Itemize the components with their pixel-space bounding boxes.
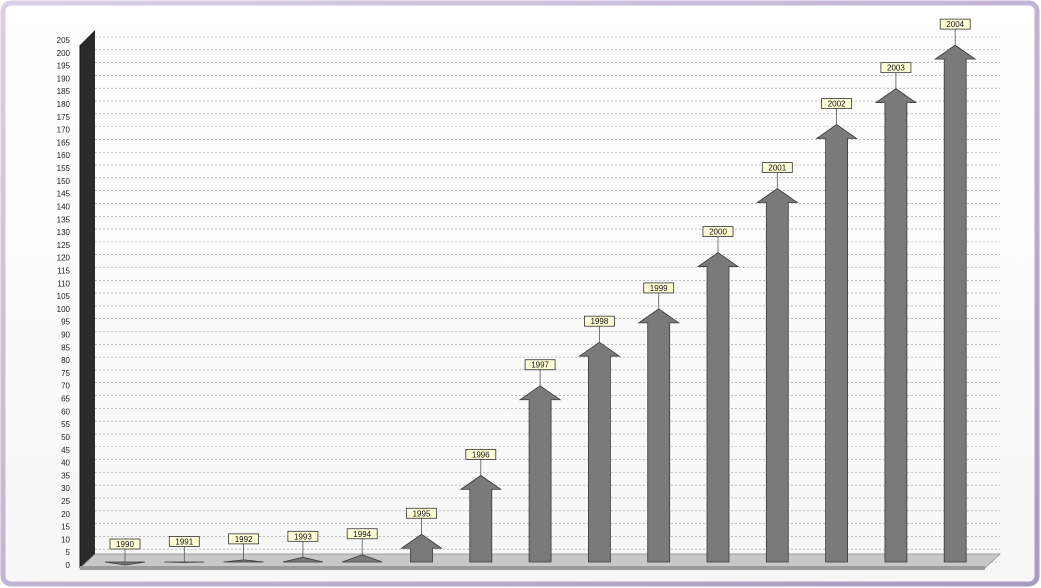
data-label-2000: 2000 bbox=[709, 228, 727, 237]
y-tick-label: 5 bbox=[66, 548, 71, 557]
y-tick-label: 205 bbox=[57, 36, 71, 45]
data-label-box bbox=[406, 507, 437, 519]
y-tick-label: 175 bbox=[57, 113, 71, 122]
y-tick-label: 65 bbox=[61, 395, 70, 404]
data-label-box bbox=[643, 282, 675, 294]
y-tick-label: 20 bbox=[61, 510, 70, 519]
y-tick-label: 115 bbox=[57, 266, 70, 275]
bars bbox=[104, 44, 977, 566]
data-label-1995: 1995 bbox=[413, 509, 431, 518]
bar-2002 bbox=[815, 124, 858, 563]
data-label-2002: 2002 bbox=[828, 100, 846, 109]
bar-1994 bbox=[342, 554, 383, 563]
axis-wall bbox=[80, 30, 95, 568]
y-tick-label: 60 bbox=[61, 407, 70, 416]
data-label-box bbox=[761, 162, 793, 173]
y-tick-label: 180 bbox=[57, 100, 71, 109]
bar-1996 bbox=[459, 474, 503, 563]
data-label-1998: 1998 bbox=[591, 317, 609, 326]
y-tick-label: 200 bbox=[57, 49, 71, 58]
y-tick-label: 10 bbox=[61, 535, 70, 544]
data-label-2004: 2004 bbox=[946, 20, 964, 29]
y-tick-label: 85 bbox=[61, 343, 70, 352]
y-tick-label: 35 bbox=[61, 471, 70, 480]
y-tick-label: 40 bbox=[61, 459, 70, 468]
data-label-box bbox=[287, 530, 319, 542]
y-tick-label: 25 bbox=[61, 497, 70, 506]
y-tick-label: 50 bbox=[61, 433, 70, 442]
data-label-box bbox=[524, 359, 556, 371]
bar-2003 bbox=[874, 88, 918, 563]
y-tick-label: 75 bbox=[61, 369, 70, 378]
data-label-1997: 1997 bbox=[531, 361, 549, 370]
y-tick-label: 100 bbox=[57, 305, 71, 314]
y-tick-label: 130 bbox=[57, 228, 71, 237]
y-tick-label: 195 bbox=[57, 62, 71, 71]
data-label-2003: 2003 bbox=[887, 64, 905, 73]
data-label-1990: 1990 bbox=[116, 540, 134, 549]
data-label-1996: 1996 bbox=[472, 450, 490, 459]
data-label-box bbox=[584, 315, 615, 327]
bar-2004 bbox=[933, 44, 977, 563]
data-label-1991: 1991 bbox=[175, 537, 193, 546]
bar-1999 bbox=[637, 308, 680, 563]
y-tick-label: 190 bbox=[57, 74, 71, 83]
bar-2000 bbox=[696, 252, 740, 563]
y-tick-label: 170 bbox=[57, 126, 71, 135]
y-tick-labels: 0 5 10 15 20 25 30 35 40 45 50 55 60 65 70 75 80 85 90 95 10… bbox=[57, 36, 71, 570]
y-tick-label: 80 bbox=[61, 356, 70, 365]
bar-1995 bbox=[400, 533, 443, 563]
y-tick-label: 90 bbox=[61, 331, 70, 340]
data-label-box bbox=[168, 536, 200, 547]
y-tick-label: 135 bbox=[57, 215, 71, 224]
data-label-box bbox=[465, 448, 497, 460]
y-tick-label: 155 bbox=[57, 164, 71, 173]
y-tick-label: 185 bbox=[57, 87, 71, 96]
data-label-box bbox=[346, 528, 378, 540]
y-axis bbox=[79, 30, 95, 568]
bar-1993 bbox=[282, 556, 323, 563]
data-label-1999: 1999 bbox=[650, 284, 668, 293]
data-label-1993: 1993 bbox=[294, 532, 312, 541]
floor-edge bbox=[80, 566, 985, 570]
data-label-box bbox=[109, 538, 141, 550]
data-labels: 1990 1991 1992 1993 1994 1995 1996 1997 1998 1999… bbox=[109, 18, 971, 565]
y-tick-label: 55 bbox=[61, 420, 70, 429]
y-tick-label: 0 bbox=[66, 561, 71, 570]
data-label-1992: 1992 bbox=[235, 535, 253, 544]
data-label-box bbox=[821, 98, 852, 109]
data-label-box bbox=[939, 18, 971, 30]
y-tick-label: 110 bbox=[57, 279, 70, 288]
y-tick-label: 145 bbox=[57, 190, 71, 199]
y-tick-label: 95 bbox=[61, 318, 70, 327]
y-tick-label: 30 bbox=[61, 484, 70, 493]
data-label-1994: 1994 bbox=[353, 530, 371, 539]
data-label-2001: 2001 bbox=[768, 164, 786, 173]
y-tick-label: 125 bbox=[57, 241, 71, 250]
bar-1997 bbox=[518, 385, 562, 563]
y-tick-label: 45 bbox=[61, 446, 70, 455]
y-tick-label: 120 bbox=[57, 254, 71, 263]
y-tick-label: 105 bbox=[57, 292, 71, 301]
data-label-box bbox=[702, 226, 734, 237]
y-tick-label: 165 bbox=[57, 138, 71, 147]
bar-2001 bbox=[756, 188, 799, 563]
data-label-box bbox=[880, 62, 912, 74]
y-tick-label: 140 bbox=[57, 202, 71, 211]
y-tick-label: 70 bbox=[61, 382, 70, 391]
y-tick-label: 15 bbox=[61, 523, 70, 532]
y-tick-label: 160 bbox=[57, 151, 71, 160]
bar-1992 bbox=[223, 559, 264, 563]
y-tick-label: 150 bbox=[57, 177, 71, 186]
bar-1998 bbox=[578, 341, 621, 563]
data-label-box bbox=[228, 533, 260, 545]
